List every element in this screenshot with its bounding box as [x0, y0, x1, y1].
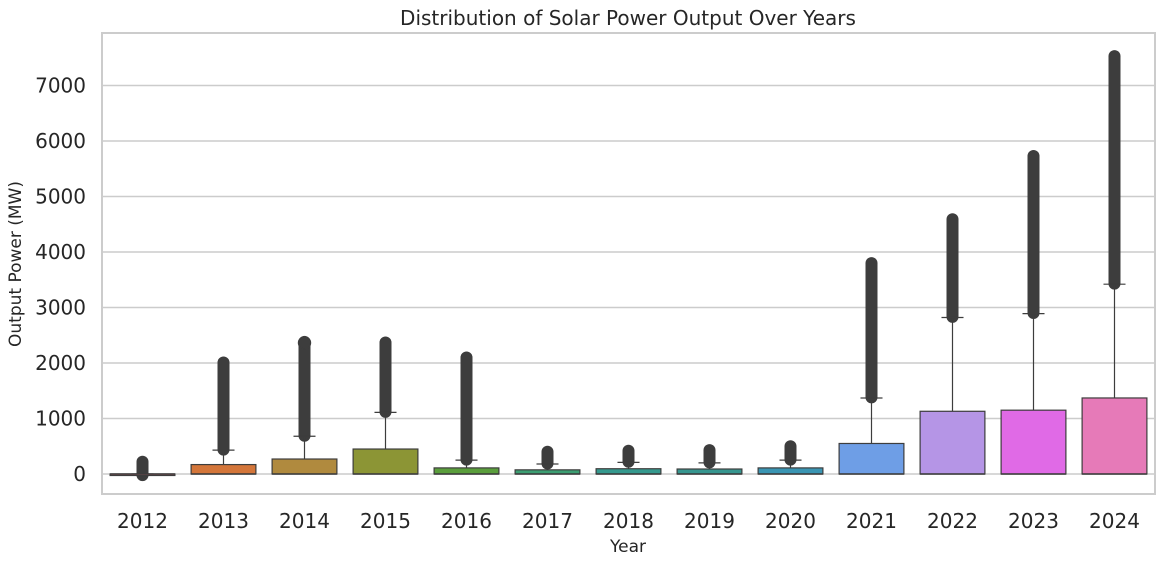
outliers-2014	[298, 335, 311, 442]
box-group-2022	[919, 213, 986, 475]
outliers-2024	[1108, 50, 1121, 290]
outliers-2022	[946, 213, 959, 323]
y-axis-label: Output Power (MW)	[6, 181, 26, 347]
box-2022	[919, 410, 986, 475]
x-tick-label: 2022	[927, 509, 978, 533]
y-tick-label: 4000	[35, 240, 86, 264]
box-2019	[676, 468, 743, 475]
outliers-2021	[865, 257, 878, 404]
outliers-2012	[136, 455, 149, 482]
outliers-2019	[703, 444, 716, 469]
y-tick-label: 6000	[35, 129, 86, 153]
box-2014	[271, 458, 338, 475]
axis-layer: 0 1000 2000 3000 4000 5000 6000 7000 2012 2013 201…	[35, 74, 1140, 534]
x-tick-label: 2014	[279, 509, 330, 533]
x-tick-label: 2015	[360, 509, 411, 533]
outliers-2020	[784, 440, 797, 466]
box-2018	[595, 468, 662, 475]
box-group-2015	[352, 336, 419, 475]
y-tick-label: 0	[73, 462, 86, 486]
x-tick-label: 2018	[603, 509, 654, 533]
box-2023	[1000, 409, 1067, 475]
box-group-2020	[757, 440, 824, 475]
box-group-2012	[109, 455, 176, 482]
box-2016	[433, 467, 500, 475]
box-2013	[190, 463, 257, 475]
outliers-2015	[379, 336, 392, 418]
outliers-2016	[460, 351, 473, 466]
y-tick-label: 3000	[35, 296, 86, 320]
x-tick-label: 2019	[684, 509, 735, 533]
outliers-2023	[1027, 149, 1040, 320]
x-tick-label: 2023	[1008, 509, 1059, 533]
outliers-2013	[217, 356, 230, 456]
box-2024	[1081, 397, 1148, 475]
box-group-2018	[595, 444, 662, 475]
box-2020	[757, 467, 824, 475]
x-tick-label: 2020	[765, 509, 816, 533]
box-group-2023	[1000, 149, 1067, 475]
x-tick-label: 2016	[441, 509, 492, 533]
x-axis-label: Year	[609, 537, 646, 557]
x-tick-label: 2021	[846, 509, 897, 533]
box-group-2019	[676, 444, 743, 475]
x-tick-label: 2012	[117, 509, 168, 533]
x-tick-label: 2013	[198, 509, 249, 533]
chart-title: Distribution of Solar Power Output Over …	[400, 6, 856, 30]
y-tick-label: 7000	[35, 74, 86, 98]
grid-layer	[102, 84, 1155, 475]
box-2015	[352, 448, 419, 475]
box-group-2014	[271, 335, 338, 475]
y-tick-label: 2000	[35, 351, 86, 375]
outlier-point-2014	[297, 336, 312, 350]
box-group-2017	[514, 445, 581, 475]
box-group-2021	[838, 257, 905, 475]
x-tick-label: 2024	[1089, 509, 1140, 533]
plot-frame	[101, 32, 1156, 495]
box-2021	[838, 442, 905, 475]
box-layer	[109, 50, 1148, 482]
y-tick-label: 1000	[35, 407, 86, 431]
x-tick-label: 2017	[522, 509, 573, 533]
box-group-2016	[433, 351, 500, 475]
box-group-2013	[190, 356, 257, 475]
y-tick-label: 5000	[35, 185, 86, 209]
box-group-2024	[1081, 50, 1148, 475]
